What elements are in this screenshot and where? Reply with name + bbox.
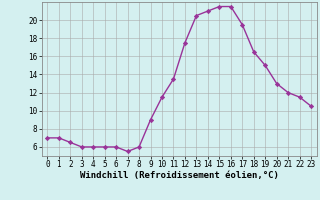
X-axis label: Windchill (Refroidissement éolien,°C): Windchill (Refroidissement éolien,°C) — [80, 171, 279, 180]
